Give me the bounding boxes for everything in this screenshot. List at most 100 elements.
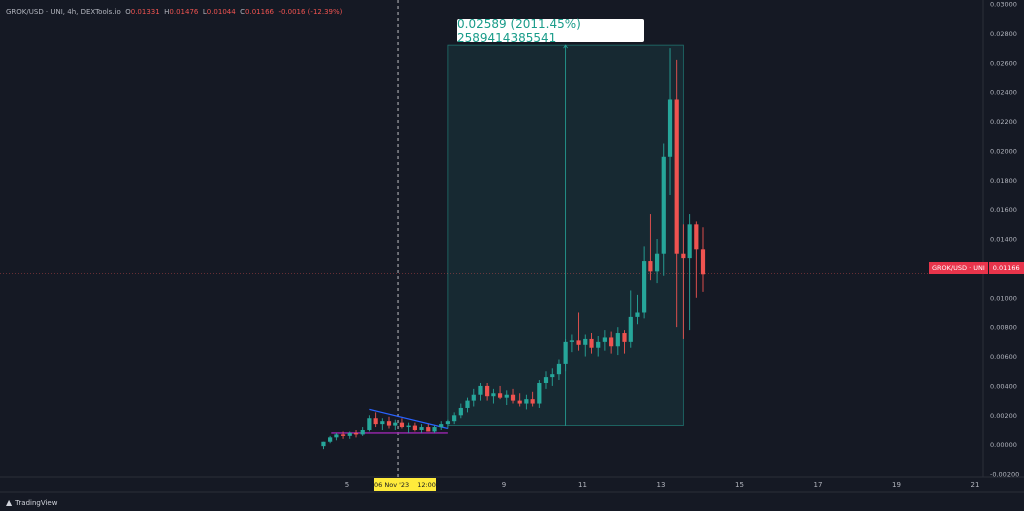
- candle-body: [543, 377, 549, 383]
- candle-body: [667, 99, 673, 157]
- candle-body: [373, 418, 378, 425]
- last-price-tag: GROK/USD · UNI 0.01166: [929, 262, 1024, 274]
- candle-body: [321, 441, 326, 447]
- candle-up: [563, 338, 568, 372]
- close-value: 0.01166: [245, 8, 274, 16]
- measure-arrow-head: [563, 44, 568, 49]
- y-tick-label: 0.01600: [990, 206, 1017, 214]
- candle-up: [661, 143, 666, 276]
- y-tick-label: 0.01000: [990, 294, 1017, 302]
- candle-down: [412, 422, 418, 432]
- candle-body: [393, 422, 398, 426]
- candle-body: [380, 421, 385, 425]
- candle-body: [556, 363, 562, 375]
- tradingview-logo[interactable]: ▲ TradingView: [6, 498, 57, 507]
- candle-body: [360, 429, 365, 435]
- candle-down: [622, 330, 627, 354]
- candle-body: [530, 399, 535, 404]
- measure-label: 0.02589 (2011.45%) 2589414385541: [457, 16, 581, 45]
- candle-up: [635, 294, 640, 325]
- candle-body: [478, 385, 483, 395]
- y-tick-label: 0.00400: [990, 382, 1017, 390]
- candle-up: [321, 441, 326, 450]
- candle-up: [687, 214, 692, 331]
- candle-up: [596, 335, 601, 357]
- candle-body: [458, 407, 463, 416]
- candle-up: [642, 246, 647, 319]
- candle-body: [353, 432, 359, 435]
- candle-up: [550, 368, 555, 386]
- candle-up: [439, 421, 444, 430]
- y-tick-label: 0.01400: [990, 236, 1017, 244]
- candle-body: [550, 374, 555, 378]
- low-label: L: [202, 8, 207, 16]
- candle-up: [367, 415, 372, 432]
- candle-up: [491, 388, 496, 404]
- candle-body: [386, 421, 392, 426]
- y-tick-label: 0.00200: [990, 412, 1017, 420]
- candle-down: [485, 382, 490, 401]
- open-label: O: [125, 8, 131, 16]
- candle-body: [491, 393, 496, 397]
- candle-body: [569, 340, 575, 342]
- candle-down: [694, 221, 699, 298]
- candle-body: [596, 341, 601, 348]
- measure-label-box: 0.02589 (2011.45%) 2589414385541: [457, 16, 644, 45]
- y-tick-label: 0.00000: [990, 441, 1017, 449]
- candle-body: [674, 99, 679, 254]
- candle-up: [556, 359, 562, 381]
- candle-body: [642, 261, 647, 313]
- low-value: 0.01044: [206, 8, 236, 16]
- trendline: [369, 408, 449, 430]
- candle-up: [465, 397, 470, 413]
- chart-header: GROK/USD · UNI, 4h, DEXTools.io O0.01331…: [6, 8, 342, 16]
- y-tick-label: 0.02000: [990, 147, 1017, 155]
- candle-down: [530, 391, 535, 407]
- candle-up: [537, 380, 542, 408]
- candle-down: [700, 227, 706, 292]
- candle-body: [367, 418, 372, 430]
- candle-body: [602, 337, 607, 342]
- last-price-value: 0.01166: [988, 262, 1024, 274]
- y-tick-label: 0.03000: [990, 1, 1017, 9]
- x-tick-label: 11: [578, 481, 587, 489]
- candle-body: [399, 422, 405, 428]
- candle-body: [406, 425, 411, 428]
- last-price-symbol: GROK/USD · UNI: [929, 262, 988, 274]
- candle-down: [609, 331, 614, 354]
- tradingview-text: TradingView: [15, 498, 58, 507]
- candle-body: [694, 224, 699, 250]
- candle-body: [589, 338, 594, 348]
- candle-body: [439, 424, 444, 428]
- x-tick-label: 13: [657, 481, 666, 489]
- candle-body: [452, 415, 457, 422]
- candle-down: [386, 416, 392, 429]
- candle-body: [334, 434, 339, 438]
- candle-body: [635, 312, 640, 317]
- y-tick-label: 0.01800: [990, 177, 1017, 185]
- x-tick-label: 19: [892, 481, 901, 489]
- candle-body: [340, 434, 346, 436]
- candle-up: [393, 419, 398, 430]
- candle-up: [458, 403, 463, 419]
- candle-body: [328, 437, 333, 442]
- crosshair-date: 06 Nov '23: [374, 480, 410, 489]
- candle-up: [328, 435, 333, 444]
- candle-body: [654, 253, 660, 272]
- y-tick-label: -0.00200: [990, 471, 1019, 479]
- candle-up: [654, 239, 660, 284]
- candle-down: [681, 224, 686, 339]
- candle-body: [687, 224, 692, 259]
- candle-body: [497, 393, 503, 398]
- candle-body: [537, 382, 542, 404]
- candle-body: [347, 432, 352, 436]
- y-tick-label: 0.00800: [990, 324, 1017, 332]
- x-tick-label: 17: [814, 481, 823, 489]
- change-value: -0.0016 (-12.39%): [278, 8, 343, 16]
- candle-up: [583, 334, 588, 357]
- candle-body: [445, 421, 450, 425]
- candle-down: [517, 393, 522, 407]
- symbol-info[interactable]: GROK/USD · UNI, 4h, DEXTools.io: [6, 8, 121, 16]
- candle-body: [563, 341, 568, 364]
